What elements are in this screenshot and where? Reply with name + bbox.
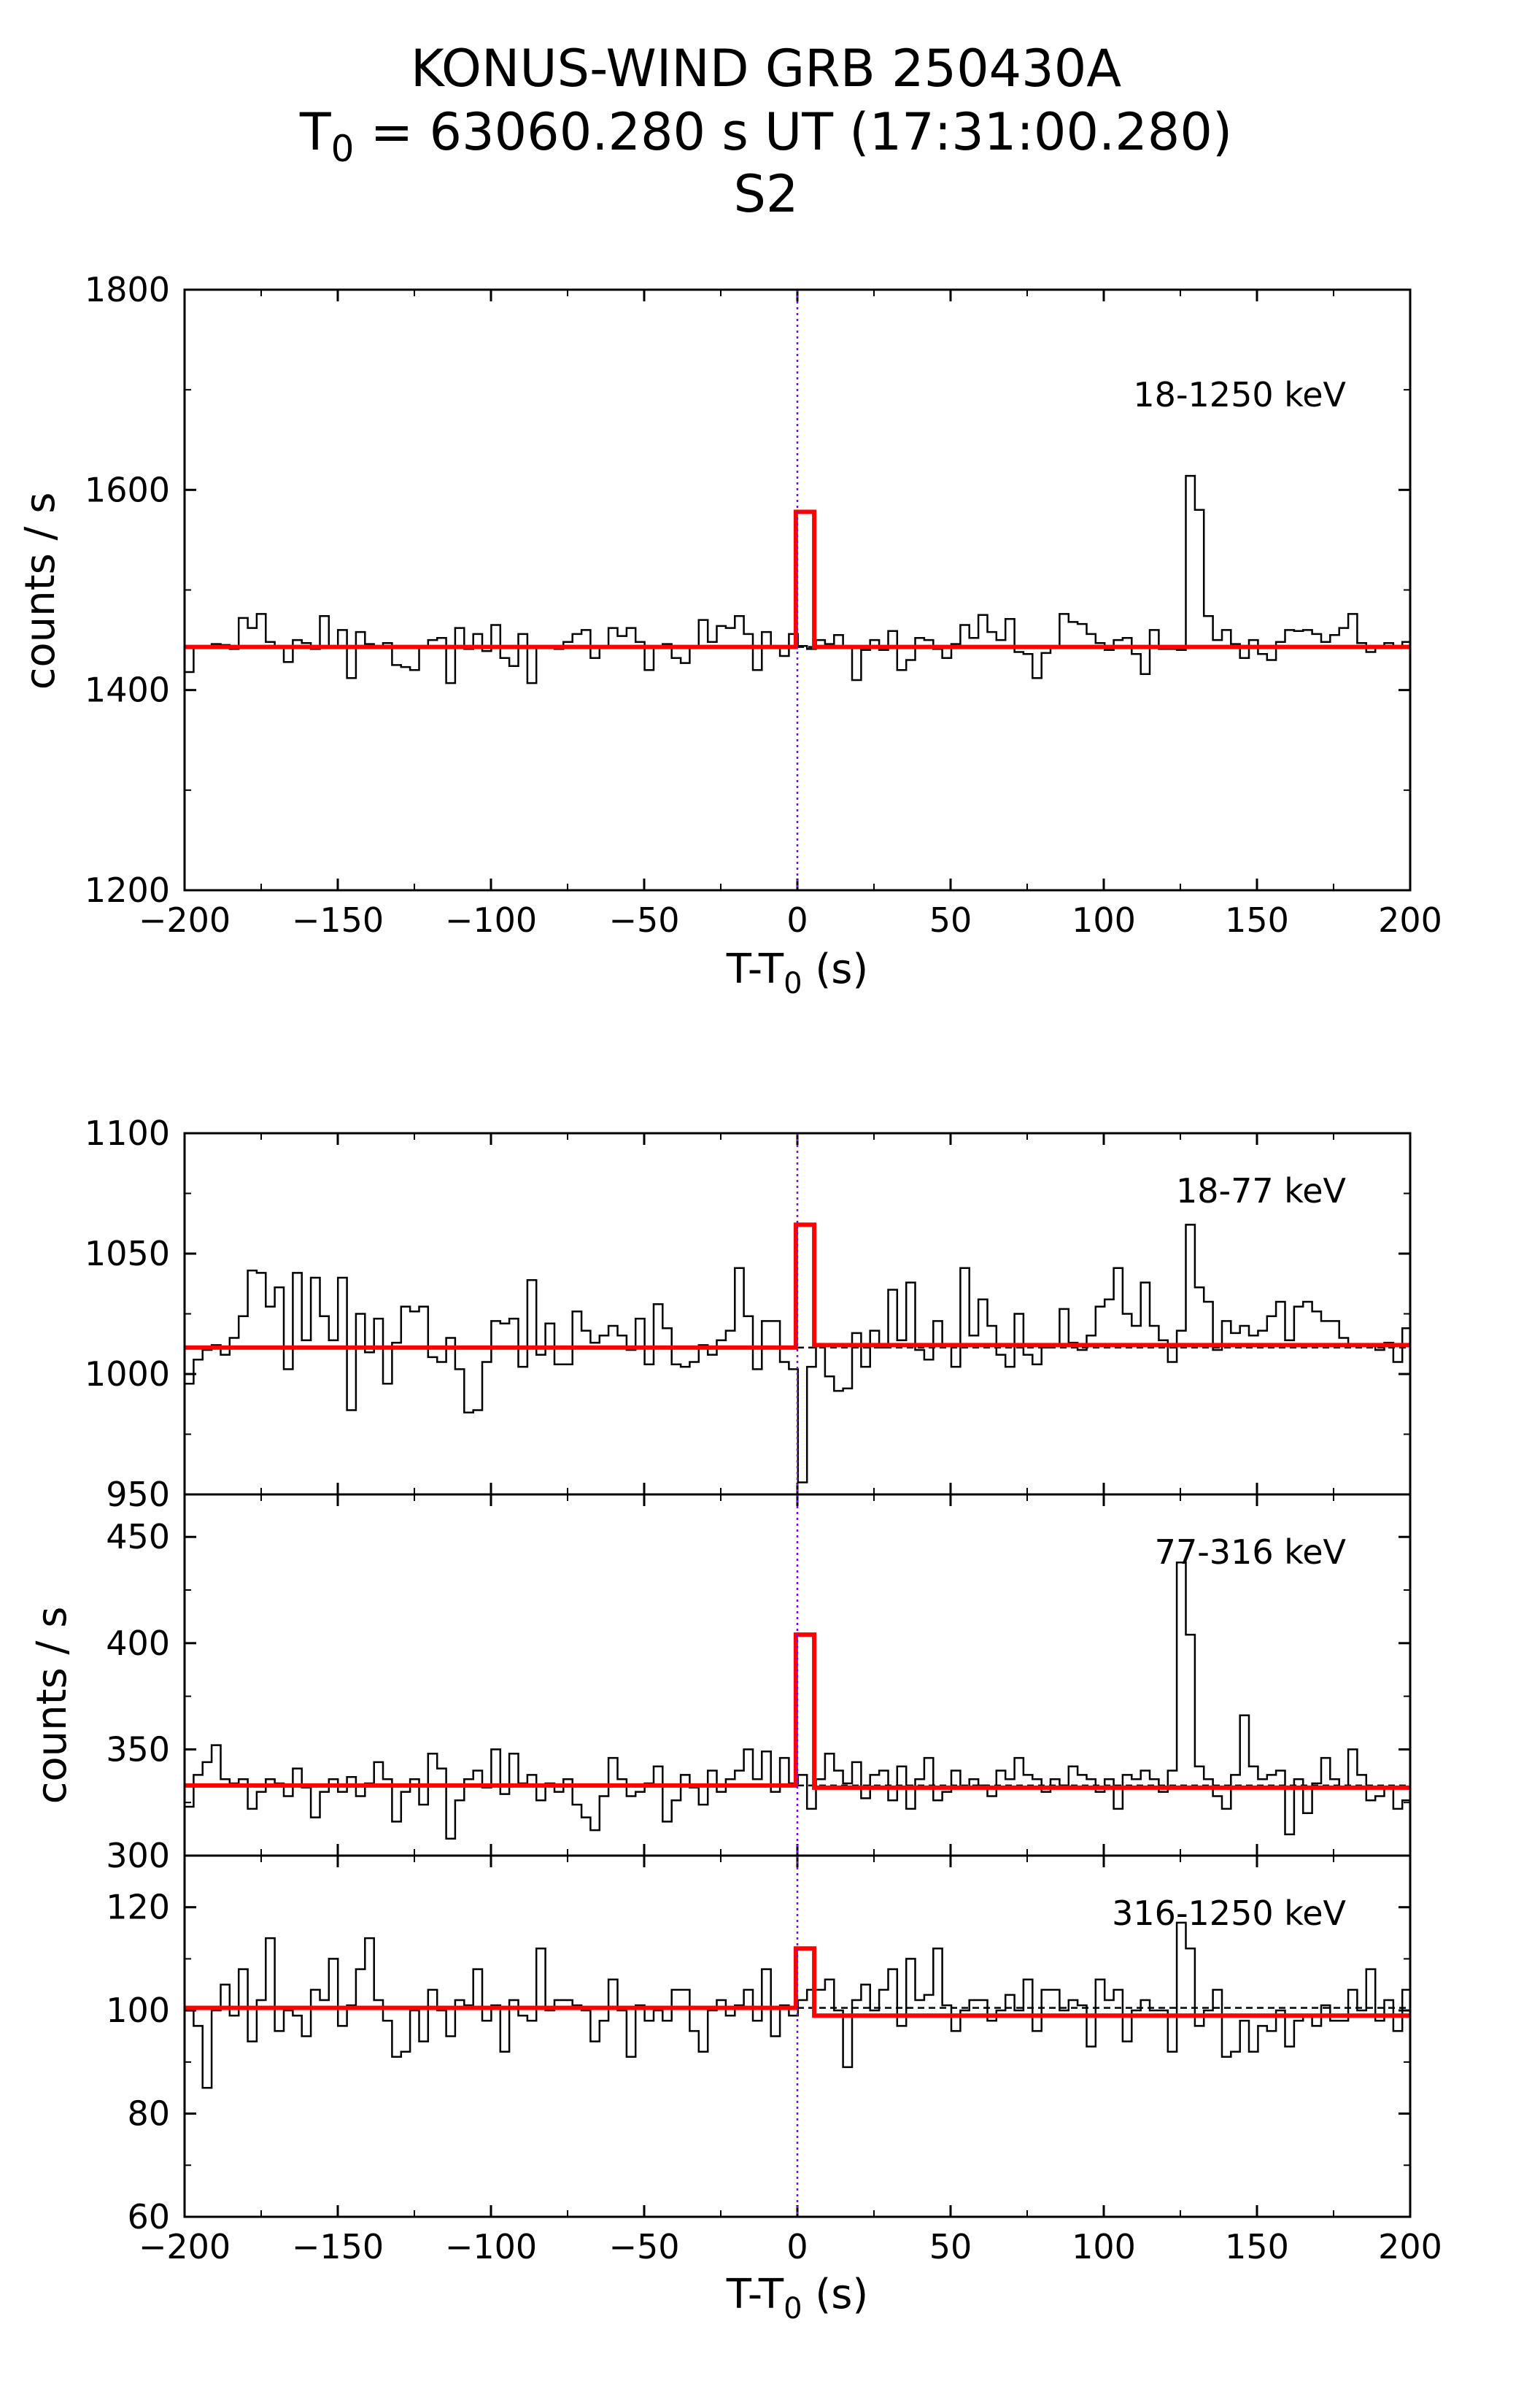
figure-title-line1: KONUS-WIND GRB 250430A xyxy=(411,39,1121,99)
band3-ticks xyxy=(183,1855,1412,2218)
top-xlabel-unit: (s) xyxy=(802,946,869,993)
y-tick-label: 120 xyxy=(106,1888,170,1927)
top-x-axis-label: T-T0 (s) xyxy=(726,946,868,1000)
x-tick-label: −200 xyxy=(139,900,231,940)
top-xlabel-main: T-T xyxy=(726,946,784,993)
x-tick-label: −100 xyxy=(445,2227,537,2266)
title-t-symbol: T xyxy=(299,102,331,162)
y-tick-label: 950 xyxy=(106,1475,170,1514)
x-tick-label: 0 xyxy=(786,900,808,940)
title-t0-value: = 63060.280 s UT (17:31:00.280) xyxy=(354,102,1232,162)
title-t-subscript: 0 xyxy=(331,128,355,170)
panel-top-total: 1200 1400 1600 1800 −200 −150 −100 −50 0 50 100 15… xyxy=(85,270,1442,940)
y-tick-label: 400 xyxy=(106,1624,170,1663)
band1-series xyxy=(185,1133,1410,1494)
y-tick-label: 350 xyxy=(106,1729,170,1769)
y-tick-label: 100 xyxy=(106,1991,170,2030)
band2-series xyxy=(185,1494,1410,1856)
y-tick-label: 1400 xyxy=(85,671,170,710)
y-tick-label: 300 xyxy=(106,1836,170,1875)
bottom-x-axis-label: T-T0 (s) xyxy=(726,2271,868,2326)
top-y-axis-label: counts / s xyxy=(17,493,64,690)
band2-ticks xyxy=(183,1494,1412,1857)
panel-plot-area xyxy=(185,290,1410,890)
x-tick-label: 100 xyxy=(1072,900,1136,940)
x-tick-label: −50 xyxy=(608,2227,679,2266)
top-series xyxy=(185,290,1410,890)
band1-ytick-labels: 950 1000 1050 1100 xyxy=(85,1114,170,1514)
y-tick-label: 1100 xyxy=(85,1114,170,1153)
figure-title-line2: T0 = 63060.280 s UT (17:31:00.280) xyxy=(299,102,1232,170)
panel-plot-area xyxy=(185,1856,1410,2217)
panel-plot-area xyxy=(185,1494,1410,1856)
top-xtick-labels: −200 −150 −100 −50 0 50 100 150 200 xyxy=(139,900,1442,940)
x-tick-label: 50 xyxy=(929,900,972,940)
x-tick-label: −100 xyxy=(445,900,537,940)
top-band-label: 18-1250 keV xyxy=(1133,375,1346,414)
x-tick-label: 0 xyxy=(786,2227,808,2266)
count-rate-histogram xyxy=(185,1561,1410,1840)
band1-band-label: 18-77 keV xyxy=(1176,1171,1347,1211)
x-tick-label: −150 xyxy=(292,900,384,940)
x-tick-label: 50 xyxy=(929,2227,972,2266)
band3-xtick-labels: −200 −150 −100 −50 0 50 100 150 200 xyxy=(139,2227,1442,2266)
figure-title-line3: S2 xyxy=(734,164,799,224)
bottom-xlabel-main: T-T xyxy=(726,2271,784,2318)
x-tick-label: −50 xyxy=(608,900,679,940)
panel-band-18-77: 950 1000 1050 1100 18-77 keV xyxy=(85,1114,1412,1514)
band3-ytick-labels: 60 80 100 120 xyxy=(106,1888,170,2237)
bottom-xlabel-sub: 0 xyxy=(784,2292,802,2326)
y-tick-label: 1600 xyxy=(85,470,170,509)
band2-band-label: 77-316 keV xyxy=(1155,1532,1347,1572)
x-tick-label: −200 xyxy=(139,2227,231,2266)
y-tick-label: 1800 xyxy=(85,270,170,309)
panel-band-77-316: 300 350 400 450 77-316 keV xyxy=(106,1493,1412,1875)
x-tick-label: 150 xyxy=(1225,900,1289,940)
x-tick-label: −150 xyxy=(292,2227,384,2266)
model-fit-step xyxy=(185,1222,1410,1350)
band3-axes-frame xyxy=(183,1854,1412,2218)
y-tick-label: 450 xyxy=(106,1517,170,1556)
bottom-xlabel-unit: (s) xyxy=(802,2271,869,2318)
panel-band-316-1250: 60 80 100 120 −200 −150 −100 −50 0 50 100 150 200 3… xyxy=(106,1854,1442,2266)
model-fit-step xyxy=(185,509,1410,649)
count-rate-histogram xyxy=(185,1921,1410,2089)
y-tick-label: 60 xyxy=(127,2197,170,2237)
y-tick-label: 1000 xyxy=(85,1354,170,1394)
top-ytick-labels: 1200 1400 1600 1800 xyxy=(85,270,170,910)
model-fit-step xyxy=(185,1946,1410,2018)
panel-plot-area xyxy=(185,1133,1410,1494)
count-rate-histogram xyxy=(185,1224,1410,1483)
y-tick-label: 1050 xyxy=(85,1234,170,1273)
y-tick-label: 80 xyxy=(127,2094,170,2134)
top-xlabel-sub: 0 xyxy=(784,967,802,1000)
band3-series xyxy=(185,1856,1410,2217)
band2-ytick-labels: 300 350 400 450 xyxy=(106,1517,170,1875)
top-axes-frame xyxy=(183,288,1412,892)
x-tick-label: 100 xyxy=(1072,2227,1136,2266)
band3-band-label: 316-1250 keV xyxy=(1112,1894,1346,1933)
model-fit-step xyxy=(185,1632,1410,1790)
x-tick-label: 200 xyxy=(1378,2227,1442,2266)
y-tick-label: 1200 xyxy=(85,871,170,910)
bottom-y-axis-label: counts / s xyxy=(28,1607,76,1805)
x-tick-label: 200 xyxy=(1378,900,1442,940)
x-tick-label: 150 xyxy=(1225,2227,1289,2266)
